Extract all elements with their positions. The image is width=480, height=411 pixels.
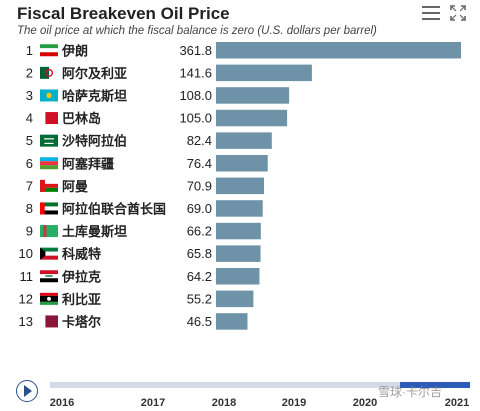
country-label: 阿塞拜疆	[62, 156, 114, 171]
value-label: 108.0	[179, 88, 212, 103]
bar	[216, 222, 261, 240]
rank-label: 5	[26, 133, 33, 148]
country-label: 科威特	[62, 247, 101, 262]
value-label: 141.6	[179, 65, 212, 80]
value-label: 64.2	[187, 269, 212, 284]
bar	[216, 177, 265, 195]
bar	[216, 109, 288, 127]
country-label: 阿尔及利亚	[62, 66, 127, 81]
rank-label: 7	[26, 178, 33, 193]
rank-label: 12	[19, 291, 33, 306]
play-button[interactable]	[16, 380, 38, 402]
fullscreen-expand-icon[interactable]	[450, 5, 466, 21]
rank-label: 1	[26, 43, 33, 58]
rank-label: 2	[26, 65, 33, 80]
hamburger-menu-icon[interactable]	[422, 6, 440, 20]
bar	[216, 268, 260, 285]
qatar-flag-icon	[40, 315, 58, 328]
value-label: 70.9	[187, 178, 212, 193]
turkmenistan-flag-icon	[40, 225, 58, 238]
bar	[216, 290, 254, 308]
year-label-2017[interactable]: 2017	[140, 397, 166, 409]
year-label-2018[interactable]: 2018	[211, 397, 237, 409]
rank-label: 8	[26, 201, 33, 216]
value-label: 82.4	[187, 133, 212, 148]
value-label: 361.8	[179, 43, 212, 58]
value-label: 66.2	[187, 224, 212, 239]
country-label: 利比亚	[62, 292, 101, 307]
timeline-track[interactable]	[50, 382, 470, 388]
rank-label: 4	[26, 111, 33, 126]
rank-label: 11	[20, 269, 34, 284]
saudi-arabia-flag-icon	[40, 134, 58, 147]
value-label: 55.2	[187, 291, 212, 306]
play-icon	[24, 385, 32, 397]
bar	[216, 132, 272, 149]
bahrain-flag-icon	[40, 112, 58, 125]
rank-label: 6	[26, 156, 33, 171]
rank-label: 3	[26, 88, 33, 103]
kuwait-flag-icon	[40, 247, 58, 260]
country-label: 巴林岛	[62, 111, 101, 126]
chart-title: Fiscal Breakeven Oil Price	[17, 4, 230, 23]
country-label: 伊拉克	[61, 269, 101, 284]
bar-chart: 1 伊朗 361.8 2 阿尔及利亚 141.6 3 哈萨克斯坦 108.0 4 巴林岛 105.0 5…	[19, 42, 461, 330]
watermark: 雪球·卡尔吉	[378, 385, 442, 399]
kazakhstan-flag-icon	[40, 89, 58, 102]
country-label: 卡塔尔	[62, 314, 101, 329]
chart-subtitle: The oil price at which the fiscal balanc…	[17, 25, 377, 37]
value-label: 76.4	[187, 156, 212, 171]
bar	[216, 200, 263, 217]
uae-flag-icon	[40, 202, 58, 215]
year-label-2020[interactable]: 2020	[352, 397, 378, 409]
year-label-2019[interactable]: 2019	[281, 397, 307, 409]
algeria-flag-icon	[40, 66, 58, 79]
bar	[216, 245, 261, 262]
timeline: 2016 2017 2018 2019 2020 2021	[0, 370, 480, 411]
rank-label: 9	[26, 224, 33, 239]
iraq-flag-icon	[40, 270, 58, 283]
oman-flag-icon	[40, 179, 58, 192]
bar	[216, 313, 248, 330]
bar	[216, 42, 461, 59]
value-label: 65.8	[187, 246, 212, 261]
value-label: 105.0	[179, 111, 212, 126]
country-label: 沙特阿拉伯	[62, 134, 127, 149]
country-label: 阿曼	[62, 179, 88, 194]
country-label: 土库曼斯坦	[62, 224, 127, 239]
country-label: 伊朗	[61, 43, 88, 58]
value-label: 46.5	[187, 314, 212, 329]
bar	[216, 64, 312, 82]
timeline-progress	[400, 382, 470, 388]
bar	[216, 87, 290, 104]
iran-flag-icon	[40, 44, 58, 57]
country-label: 阿拉伯联合酋长国	[62, 201, 166, 216]
year-label-2016[interactable]: 2016	[49, 397, 75, 409]
rank-label: 10	[19, 246, 33, 261]
azerbaijan-flag-icon	[40, 157, 58, 170]
year-label-2021[interactable]: 2021	[444, 397, 470, 409]
country-label: 哈萨克斯坦	[62, 88, 127, 103]
libya-flag-icon	[40, 292, 58, 305]
rank-label: 13	[19, 314, 33, 329]
value-label: 69.0	[187, 201, 212, 216]
bar	[216, 155, 268, 172]
